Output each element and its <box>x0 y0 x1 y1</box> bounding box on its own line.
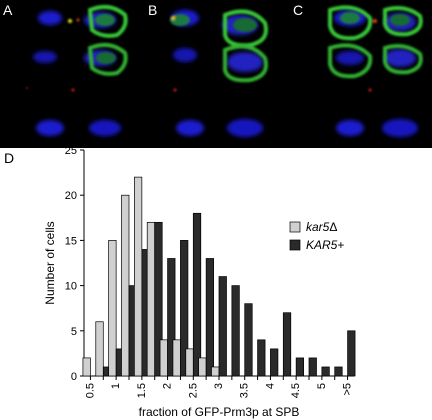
bar-kar5-delta <box>172 339 181 377</box>
x-tick-label: 4 <box>264 383 276 389</box>
bar-kar5-delta <box>211 366 220 377</box>
bar-kar5-delta <box>108 240 117 377</box>
x-tick-label: 5 <box>316 383 328 389</box>
micrograph-c <box>328 5 423 137</box>
bar-kar5-plus <box>257 339 266 377</box>
x-tick-label: 2 <box>162 383 174 389</box>
x-tick-label: 3 <box>213 383 225 389</box>
x-axis-label: fraction of GFP-Prm3p at SPB <box>139 405 300 419</box>
legend-label-kar5-delta: kar5Δ <box>306 220 337 234</box>
legend-swatch-kar5-delta <box>289 221 301 233</box>
microscopy-image-strip: A B <box>0 0 432 148</box>
bar-kar5-plus <box>154 221 163 377</box>
panel-label-c: C <box>293 2 304 18</box>
bar-kar5-delta <box>95 321 104 377</box>
bar-kar5-plus <box>180 240 189 377</box>
bar-kar5-plus <box>192 212 202 377</box>
panel-label-d: D <box>4 150 15 166</box>
bar-kar5-plus <box>167 258 176 377</box>
micrograph-b <box>170 9 268 137</box>
y-tick-label: 10 <box>65 281 77 293</box>
bar-kar5-plus <box>308 357 317 377</box>
y-tick-label: 5 <box>71 326 77 338</box>
y-axis-ticks: 0 5 10 15 20 25 <box>65 148 84 383</box>
y-tick-label: 20 <box>65 190 77 202</box>
y-axis-label: Number of cells <box>43 221 57 304</box>
x-tick-label: >5 <box>342 383 354 396</box>
microscopy-panel-a: A <box>0 0 143 148</box>
bar-kar5-plus <box>270 348 279 377</box>
x-tick-label: 1.5 <box>136 383 148 398</box>
x-tick-label: 2.5 <box>187 383 199 398</box>
bar-kar5-plus <box>282 312 292 377</box>
bar-kar5-plus <box>347 330 356 377</box>
bar-kar5-plus <box>218 276 227 377</box>
y-tick-label: 25 <box>65 148 77 157</box>
bar-kar5-plus <box>321 366 330 377</box>
legend-swatch-kar5-plus <box>289 239 301 251</box>
bar-kar5-delta <box>121 194 130 377</box>
panel-label-b: B <box>148 2 158 18</box>
x-tick-label: 1 <box>110 383 122 389</box>
bar-kar5-delta <box>134 176 143 377</box>
chart-legend: kar5Δ KAR5+ <box>289 220 344 252</box>
bar-kar5-delta <box>159 339 168 377</box>
panel-label-a: A <box>3 2 13 18</box>
x-axis-ticks: 0.5 1 1.5 2 2.5 3 3.5 4 4.5 5 >5 <box>84 376 354 398</box>
legend-label-kar5-plus: KAR5+ <box>306 238 344 252</box>
x-tick-label: 3.5 <box>239 383 251 398</box>
bar-kar5-plus <box>295 357 304 377</box>
microscopy-panel-b: B <box>145 0 288 148</box>
bar-kar5-plus <box>334 366 343 377</box>
bar-series <box>82 176 356 377</box>
bar-kar5-delta <box>82 357 91 377</box>
bar-kar5-delta <box>198 357 207 377</box>
x-tick-label: 0.5 <box>84 383 96 398</box>
y-tick-label: 0 <box>71 371 77 383</box>
microscopy-panel-c: C <box>290 0 432 148</box>
bar-kar5-delta <box>146 221 156 377</box>
bar-kar5-plus <box>244 303 253 377</box>
x-tick-label: 4.5 <box>290 383 302 398</box>
y-tick-label: 15 <box>65 235 77 247</box>
histogram-chart: 0 5 10 15 20 25 0.5 1 1.5 2 2.5 3 3.5 4 4.5 5 >5 Number… <box>43 148 356 419</box>
bar-kar5-plus <box>205 258 214 377</box>
bar-kar5-plus <box>231 285 240 377</box>
bar-kar5-delta <box>185 348 194 377</box>
micrograph-a <box>26 4 128 136</box>
